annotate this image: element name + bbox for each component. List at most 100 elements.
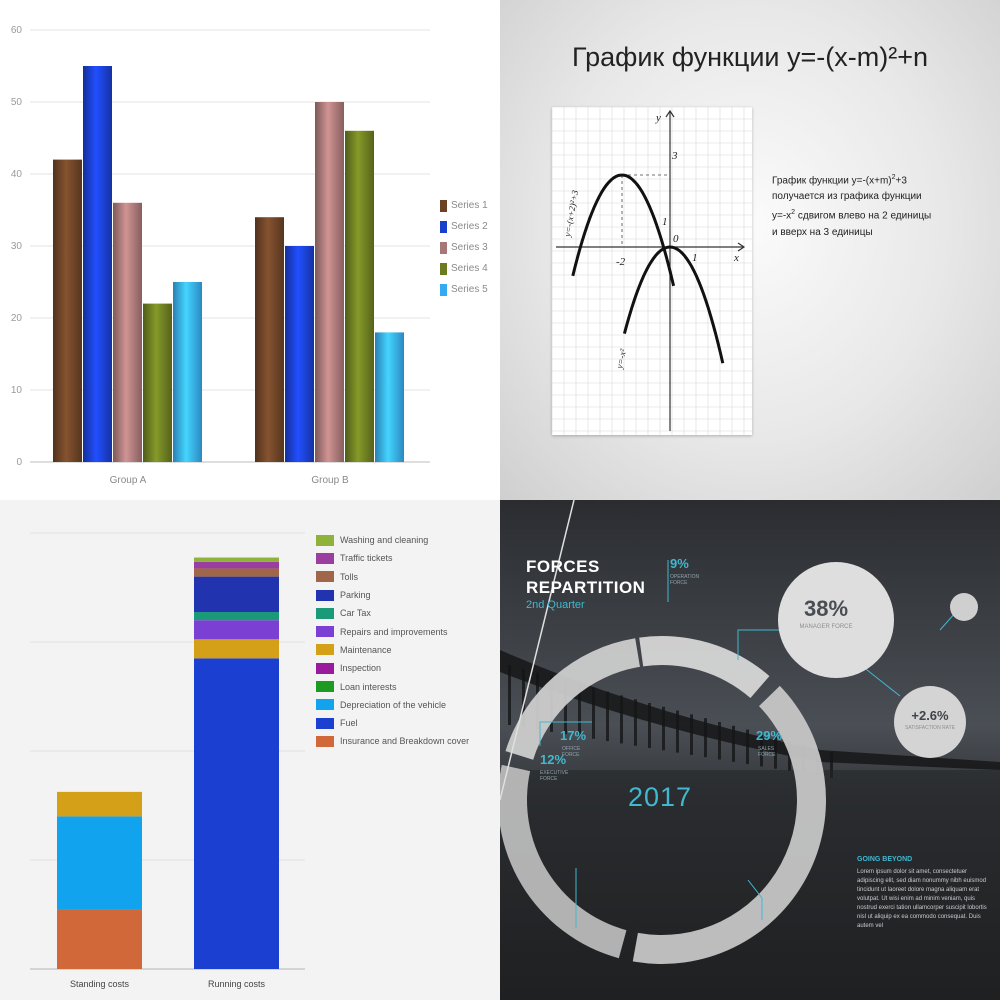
bar-group-a-series-1 xyxy=(53,159,82,462)
legend-label: Parking xyxy=(340,590,371,601)
legend-item-car-tax: Car Tax xyxy=(316,604,469,622)
stat-operation-pct: 9% xyxy=(670,556,689,571)
y-tick-label: 20 xyxy=(11,313,23,324)
parabola-graph: x y 0 -2 1 3 1 y=-(x+2)²+3 y=-x² xyxy=(552,107,752,435)
donut-slice-operation-force xyxy=(639,636,770,699)
connector-sales xyxy=(747,879,763,920)
satisfaction-label: SATISFACTION RATE xyxy=(904,725,956,731)
stat-sales-label: SALES FORCE xyxy=(758,746,776,758)
x-axis-label: x xyxy=(733,252,739,264)
legend-item-series-5: Series 5 xyxy=(440,279,488,300)
curve-label-base: y=-x² xyxy=(614,348,628,371)
legend-swatch xyxy=(316,644,334,656)
bridge-pillar xyxy=(690,714,693,755)
stacked-bar-chart-panel: Standing costs Running costs Washing and … xyxy=(0,500,500,1000)
legend-label: Traffic tickets xyxy=(340,553,393,564)
bar-group-b-series-3 xyxy=(315,102,344,462)
legend-swatch xyxy=(316,681,334,693)
legend-swatch xyxy=(316,534,334,546)
y-tick-label: 40 xyxy=(11,169,23,180)
bridge-pillar xyxy=(648,703,651,748)
legend-swatch xyxy=(316,571,334,583)
bridge-pillar xyxy=(746,729,749,765)
infographic-subtitle: 2nd Quarter xyxy=(526,599,585,611)
water-reflection xyxy=(500,770,1000,1000)
bridge-pillar xyxy=(718,722,721,760)
legend-label: Tolls xyxy=(340,571,359,582)
legend-item-inspection: Inspection xyxy=(316,659,469,677)
legend-label: Inspection xyxy=(340,663,382,674)
bar-group-b-series-2 xyxy=(285,246,314,462)
x-category-label: Group B xyxy=(311,475,349,486)
note-line3-sup: 2 xyxy=(791,209,796,217)
stack-segment-maintenance xyxy=(194,639,279,659)
legend-item-series-3: Series 3 xyxy=(440,237,488,258)
grouped-bar-chart: 0 10 20 30 40 50 60 Group A Group B xyxy=(11,25,430,486)
stack-segment-repairs-and-improvements xyxy=(194,620,279,640)
stack-segment-car-tax xyxy=(194,612,279,621)
bridge-pillar xyxy=(578,684,581,737)
note-line1-end: +3 xyxy=(895,175,907,187)
x-category-label: Standing costs xyxy=(70,979,130,989)
legend-item-parking: Parking xyxy=(316,586,469,604)
y-axis-label: y xyxy=(655,112,661,124)
bridge-deck xyxy=(500,650,1000,770)
stack-segment-maintenance xyxy=(57,791,142,817)
stack-segment-tolls xyxy=(194,568,279,577)
stack-segment-traffic-tickets xyxy=(194,561,279,569)
legend-swatch xyxy=(440,199,447,212)
parabola-shifted xyxy=(571,173,676,287)
legend-swatch xyxy=(440,262,447,275)
satisfaction-circle xyxy=(894,686,966,758)
bar-group-a-series-4 xyxy=(143,303,172,462)
parabola-base xyxy=(622,245,725,364)
legend-item-depreciation-of-the-vehicle: Depreciation of the vehicle xyxy=(316,696,469,714)
legend-label: Washing and cleaning xyxy=(340,535,429,546)
legend-label: Loan interests xyxy=(340,681,397,692)
bridge-pillar xyxy=(662,706,665,751)
legend-item-tolls: Tolls xyxy=(316,568,469,586)
stat-office-label: OFFICE FORCE xyxy=(562,746,581,758)
stack-segment-parking xyxy=(194,576,279,613)
stat-operation-label: OPERATION FORCE xyxy=(670,574,700,586)
grouped-bar-chart-panel: 0 10 20 30 40 50 60 Group A Group B Series 1 Seri… xyxy=(0,0,500,500)
stacked-bar-chart: Standing costs Running costs xyxy=(30,532,305,989)
legend-label: Insurance and Breakdown cover xyxy=(340,736,470,747)
parabola-slide-panel: График функции y=-(x-m)²+n x y 0 -2 1 3 1 y=-(x… xyxy=(500,0,1000,500)
bridge-pillar xyxy=(788,741,791,771)
legend-swatch xyxy=(316,699,334,711)
bridge-pillar xyxy=(830,752,833,778)
legend-label: Car Tax xyxy=(340,608,371,619)
legend-label: Series 5 xyxy=(451,284,488,295)
bridge-pillar xyxy=(522,668,525,728)
small-decor-circle xyxy=(950,593,978,621)
donut-slice-sales-force xyxy=(632,685,826,965)
legend-item-series-1: Series 1 xyxy=(440,195,488,216)
stack-segment-fuel xyxy=(194,658,279,969)
connector-executive xyxy=(539,721,592,746)
note-line1: График функции y=-(x+m) xyxy=(772,175,892,187)
legend-swatch xyxy=(440,241,447,254)
legend-swatch xyxy=(316,626,334,638)
note-line2: получается из графика функции xyxy=(772,191,922,203)
stack-segment-washing-and-cleaning xyxy=(194,557,279,562)
legend-item-series-2: Series 2 xyxy=(440,216,488,237)
graph-explanation: График функции y=-(x+m) 2 +3 получается из… xyxy=(772,170,987,241)
forces-donut-chart xyxy=(500,500,1000,1000)
stack-segment-depreciation-of-the-vehicle xyxy=(57,816,142,910)
legend-swatch xyxy=(316,662,334,674)
legend-item-repairs-and-improvements: Repairs and improvements xyxy=(316,622,469,640)
legend-label: Repairs and improvements xyxy=(340,626,448,637)
origin-label: 0 xyxy=(673,233,679,245)
stat-executive-pct: 12% xyxy=(540,752,567,767)
decorative-diagonal xyxy=(500,500,575,801)
legend-swatch xyxy=(440,283,447,296)
x-tick-pos: 1 xyxy=(692,252,698,264)
legend-label: Series 1 xyxy=(451,200,488,211)
legend-label: Series 2 xyxy=(451,221,488,232)
manager-circle xyxy=(778,562,894,678)
note-line4: и вверх на 3 единицы xyxy=(772,226,873,238)
note-line3: y=-x xyxy=(772,210,792,222)
bridge-pillar xyxy=(620,695,623,744)
graph-card: x y 0 -2 1 3 1 y=-(x+2)²+3 y=-x² xyxy=(552,107,752,435)
